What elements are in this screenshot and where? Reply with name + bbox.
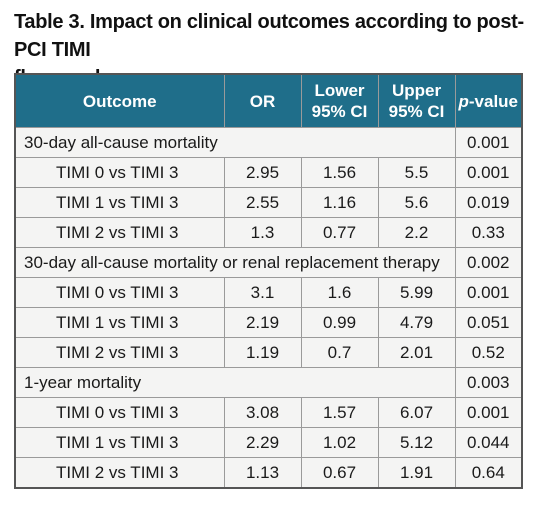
comparison-label: TIMI 2 vs TIMI 3	[14, 217, 225, 248]
upper-ci-value: 5.6	[377, 187, 456, 218]
header-p-value: p-value	[454, 73, 523, 128]
upper-ci-value: 1.91	[377, 457, 456, 489]
lower-ci-value: 0.99	[300, 307, 379, 338]
comparison-label: TIMI 2 vs TIMI 3	[14, 337, 225, 368]
table-row: TIMI 0 vs TIMI 3 3.08 1.57 6.07 0.001	[14, 397, 523, 428]
upper-ci-value: 5.5	[377, 157, 456, 188]
upper-ci-value: 2.01	[377, 337, 456, 368]
header-upper-line2: 95% CI	[388, 102, 445, 121]
section-title: 30-day all-cause mortality	[14, 127, 456, 158]
or-value: 2.95	[223, 157, 302, 188]
upper-ci-value: 5.99	[377, 277, 456, 308]
p-value: 0.019	[454, 187, 523, 218]
upper-ci-value: 4.79	[377, 307, 456, 338]
comparison-label: TIMI 1 vs TIMI 3	[14, 307, 225, 338]
table-row: TIMI 2 vs TIMI 3 1.13 0.67 1.91 0.64	[14, 457, 523, 489]
header-or: OR	[223, 73, 302, 128]
p-value: 0.64	[454, 457, 523, 489]
upper-ci-value: 6.07	[377, 397, 456, 428]
or-value: 3.1	[223, 277, 302, 308]
lower-ci-value: 0.77	[300, 217, 379, 248]
p-value: 0.051	[454, 307, 523, 338]
upper-ci-value: 5.12	[377, 427, 456, 458]
section-row: 30-day all-cause mortality 0.001	[14, 127, 523, 158]
p-value: 0.001	[454, 277, 523, 308]
p-value: 0.001	[454, 157, 523, 188]
or-value: 1.3	[223, 217, 302, 248]
table-row: TIMI 2 vs TIMI 3 1.19 0.7 2.01 0.52	[14, 337, 523, 368]
table-row: TIMI 2 vs TIMI 3 1.3 0.77 2.2 0.33	[14, 217, 523, 248]
lower-ci-value: 1.56	[300, 157, 379, 188]
header-p-italic: p	[458, 91, 469, 111]
table-row: TIMI 0 vs TIMI 3 2.95 1.56 5.5 0.001	[14, 157, 523, 188]
section-title: 30-day all-cause mortality or renal repl…	[14, 247, 456, 278]
table-header-row: Outcome OR Lower 95% CI Upper 95% CI p-v…	[14, 73, 523, 128]
comparison-label: TIMI 0 vs TIMI 3	[14, 277, 225, 308]
p-value: 0.33	[454, 217, 523, 248]
section-row: 30-day all-cause mortality or renal repl…	[14, 247, 523, 278]
lower-ci-value: 0.67	[300, 457, 379, 489]
p-value: 0.001	[454, 397, 523, 428]
comparison-label: TIMI 1 vs TIMI 3	[14, 187, 225, 218]
header-outcome: Outcome	[14, 73, 225, 128]
header-lower-line2: 95% CI	[311, 102, 368, 121]
or-value: 1.19	[223, 337, 302, 368]
section-p-value: 0.002	[454, 247, 523, 278]
table-row: TIMI 1 vs TIMI 3 2.19 0.99 4.79 0.051	[14, 307, 523, 338]
outcomes-table: Outcome OR Lower 95% CI Upper 95% CI p-v…	[14, 73, 523, 489]
or-value: 3.08	[223, 397, 302, 428]
upper-ci-value: 2.2	[377, 217, 456, 248]
comparison-label: TIMI 1 vs TIMI 3	[14, 427, 225, 458]
caption-line-1: Table 3. Impact on clinical outcomes acc…	[14, 11, 524, 61]
header-upper-line1: Upper	[391, 81, 442, 100]
or-value: 2.55	[223, 187, 302, 218]
table-row: TIMI 1 vs TIMI 3 2.55 1.16 5.6 0.019	[14, 187, 523, 218]
header-p-rest: -value	[468, 91, 519, 111]
comparison-label: TIMI 0 vs TIMI 3	[14, 157, 225, 188]
or-value: 2.19	[223, 307, 302, 338]
section-row: 1-year mortality 0.003	[14, 367, 523, 398]
comparison-label: TIMI 0 vs TIMI 3	[14, 397, 225, 428]
header-upper-ci: Upper 95% CI	[377, 73, 456, 128]
or-value: 2.29	[223, 427, 302, 458]
lower-ci-value: 1.6	[300, 277, 379, 308]
lower-ci-value: 0.7	[300, 337, 379, 368]
section-title: 1-year mortality	[14, 367, 456, 398]
or-value: 1.13	[223, 457, 302, 489]
header-lower-ci: Lower 95% CI	[300, 73, 379, 128]
comparison-label: TIMI 2 vs TIMI 3	[14, 457, 225, 489]
header-lower-line1: Lower	[314, 81, 365, 100]
table-row: TIMI 1 vs TIMI 3 2.29 1.02 5.12 0.044	[14, 427, 523, 458]
table-row: TIMI 0 vs TIMI 3 3.1 1.6 5.99 0.001	[14, 277, 523, 308]
lower-ci-value: 1.57	[300, 397, 379, 428]
lower-ci-value: 1.02	[300, 427, 379, 458]
section-p-value: 0.001	[454, 127, 523, 158]
lower-ci-value: 1.16	[300, 187, 379, 218]
section-p-value: 0.003	[454, 367, 523, 398]
p-value: 0.52	[454, 337, 523, 368]
p-value: 0.044	[454, 427, 523, 458]
